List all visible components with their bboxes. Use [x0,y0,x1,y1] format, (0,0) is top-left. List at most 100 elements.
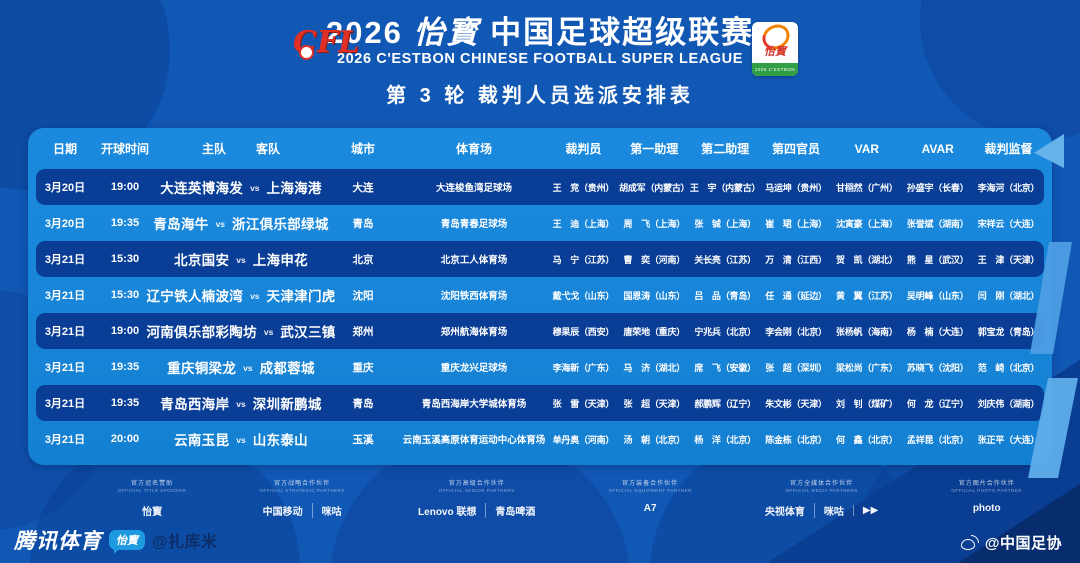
badge-brand: 怡寳 [764,45,786,58]
col-referee: 裁判员 [565,142,602,156]
match-teams: 河南俱乐部彩陶坊 vs 武汉三镇 [146,321,335,341]
assistant-referee-2: 杨 洋（北京） [694,434,756,445]
tencent-sports-logo: 腾讯体育 [14,530,102,553]
fourth-official: 崔 珺（上海） [765,218,827,229]
referee-supervisor: 宋祥云（大连） [977,218,1040,229]
col-home: 主队 [201,142,226,156]
col-ar1: 第一助理 [630,142,679,156]
assistant-referee-1: 马 济（湖北） [623,362,686,373]
poster-header: CFL 2026 怡寳 中国足球超级联赛 2026 C'ESTBON CHINE… [0,0,1080,126]
var-official: 张杨帆（海南） [836,326,898,337]
match-date: 3月21日 [44,398,86,410]
referee-supervisor: 闫 刚（湖北） [977,290,1040,301]
var-official: 刘 钊（煤矿） [836,398,898,409]
away-team: 山东泰山 [252,433,308,448]
referee: 穆果辰（西安） [552,326,615,337]
assistant-referee-2: 席 飞（安徽） [694,362,756,373]
vs-label: vs [236,399,246,409]
assistant-referee-1: 张 超（天津） [623,398,686,409]
partner-logo: 青岛啤酒 [485,503,535,518]
partner-logos: 中国移动 咪咕 [259,503,345,518]
assistant-referee-1: 胡成军（内蒙古） [619,182,690,193]
var-official: 贺 凯（湖北） [836,254,898,265]
stadium: 青岛青春足球场 [440,219,508,230]
col-fourth: 第四官员 [771,142,820,156]
fourth-official: 万 清（江西） [765,254,827,265]
fourth-official: 李会刚（北京） [765,326,827,337]
avar-official: 熊 星（武汉） [906,254,969,265]
partner-tier-label-en: OFFICIAL EQUIPMENT PARTNER [608,488,692,493]
referee-supervisor: 范 崎（北京） [977,362,1040,373]
referee: 单丹奥（河南） [552,434,615,445]
table-row: 3月21日 15:30 辽宁铁人楠波湾 vs 天津津门虎 沈阳 沈阳铁西体育场 … [36,277,1044,313]
match-teams: 北京国安 vs 上海申花 [156,249,326,269]
match-teams: 青岛西海岸 vs 深圳新鹏城 [156,393,326,413]
partner-tier-label: 官方战略合作伙伴 [274,481,331,487]
cestbon-bubble-logo: 怡寳 [109,530,145,554]
home-team: 河南俱乐部彩陶坊 [146,325,257,340]
vs-label: vs [263,327,274,337]
mascot-handle: @扎库米 [152,534,218,551]
away-team: 上海申花 [252,253,308,268]
kickoff-time: 15:30 [110,289,140,301]
avar-official: 杨 楠（大连） [906,326,969,337]
assistant-referee-1: 汤 朝（北京） [623,434,686,445]
referee-supervisor: 张正平（大连） [977,434,1040,445]
city: 沈阳 [352,289,374,302]
league-title-cn: 2026 怡寳 中国足球超级联赛 [0,15,1080,51]
stadium: 沈阳铁西体育场 [440,291,508,302]
referee: 马 宁（江苏） [552,254,615,265]
table-row: 3月21日 20:00 云南玉昆 vs 山东泰山 玉溪 云南玉溪高原体育运动中心… [36,421,1044,457]
partner-tier-label: 官方图片合作伙伴 [958,481,1015,487]
partner-logo: 怡寳 [142,507,163,518]
partner-logo: 咪咕 [311,503,342,518]
table-row: 3月20日 19:00 大连英博海发 vs 上海海港 大连 大连梭鱼湾足球场 王… [36,169,1044,205]
partner-logo: 中国移动 [262,507,303,518]
match-teams: 青岛海牛 vs 浙江俱乐部绿城 [153,213,329,233]
partner-tier-label-en: OFFICIAL MEDIA PARTNERS [785,488,858,493]
partner-logos: A7 [608,503,691,514]
city: 青岛 [352,397,374,410]
stadium: 云南玉溪高原体育运动中心体育场 [402,435,546,446]
away-team: 浙江俱乐部绿城 [232,217,329,232]
var-official: 甘栩然（广州） [836,182,898,193]
title-year: 2026 [325,15,403,50]
assistant-referee-1: 唐荣地（重庆） [623,326,686,337]
home-team: 重庆铜梁龙 [167,361,237,376]
weibo-icon [960,535,979,550]
referee-assignment-table: 日期 开球时间 主队 客队 城市 体育场 裁判员 第一助理 第二助理 第四官员 … [28,128,1052,465]
title-league: 中国足球超级联赛 [490,15,755,50]
home-team: 北京国安 [174,253,230,268]
match-date: 3月21日 [44,362,86,374]
referee-supervisor: 李海河（北京） [977,182,1040,193]
kickoff-time: 15:30 [110,253,140,265]
match-teams: 辽宁铁人楠波湾 vs 天津津门虎 [146,285,335,305]
referee-supervisor: 刘庆伟（湖南） [977,398,1040,409]
partner-logos: 怡寳 [118,503,186,518]
partner-logo: Lenovo 联想 [418,507,477,518]
kickoff-time: 19:35 [110,397,140,409]
title-brand: 怡寳 [413,15,480,51]
city: 北京 [352,253,374,266]
partner-logo: A7 [643,503,657,514]
match-date: 3月20日 [44,218,86,230]
referee: 王 迪（上海） [552,218,615,229]
partner-logo: 咪咕 [813,503,844,518]
away-team: 天津津门虎 [266,289,336,304]
partner-logo: photo [972,503,1001,514]
table-row: 3月20日 19:35 青岛海牛 vs 浙江俱乐部绿城 青岛 青岛青春足球场 王… [36,205,1044,241]
referee: 王 竞（贵州） [552,182,615,193]
col-supervisor: 裁判监督 [984,142,1033,156]
avar-official: 孟祥昆（北京） [906,434,969,445]
var-official: 沈寅豪（上海） [836,218,898,229]
table-row: 3月21日 19:35 重庆铜梁龙 vs 成都蓉城 重庆 重庆龙兴足球场 李海新… [36,349,1044,385]
vs-label: vs [215,219,226,229]
partner-logo: 央视体育 [764,507,805,518]
assistant-referee-1: 国恩涛（山东） [623,290,686,301]
partner-tier-label-en: OFFICIAL STRATEGIC PARTNERS [259,488,345,493]
assistant-referee-2: 郝鹏辉（辽宁） [694,398,756,409]
kickoff-time: 19:35 [110,361,140,373]
city: 重庆 [352,361,374,374]
fourth-official: 陈金栋（北京） [765,434,827,445]
